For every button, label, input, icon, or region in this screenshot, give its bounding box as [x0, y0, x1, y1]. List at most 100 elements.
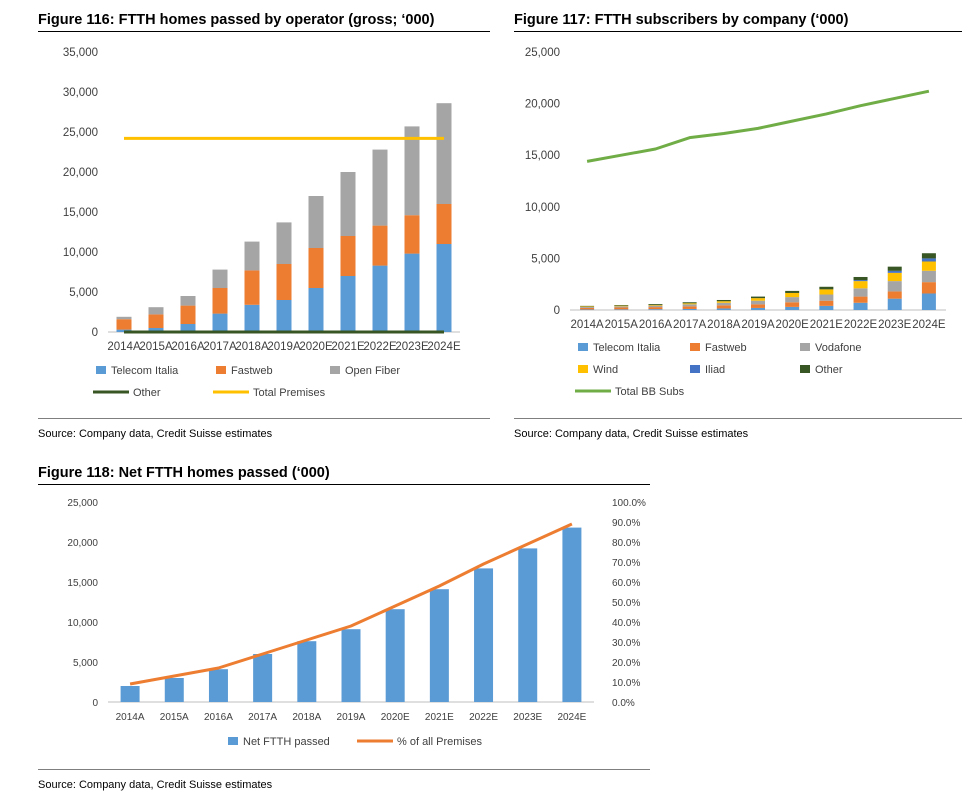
bar-fastweb: [580, 307, 595, 310]
bar-vodafone: [751, 300, 765, 305]
y-tick-label: 0: [92, 327, 98, 339]
bar-other: [785, 290, 800, 293]
bar-open-fiber: [244, 241, 260, 271]
bar-wind: [887, 272, 902, 282]
bar-open-fiber: [148, 307, 164, 315]
y-tick-label: 30,000: [63, 87, 98, 99]
y2-tick-label: 30.0%: [612, 638, 640, 649]
y-tick-label: 15,000: [63, 207, 98, 219]
figure-116-title-rule: [38, 31, 490, 32]
bar-telecom-italia: [180, 324, 196, 332]
bar-open-fiber: [340, 172, 356, 236]
x-tick-label: 2024E: [912, 319, 946, 331]
x-tick-label: 2018A: [707, 319, 741, 331]
legend-label-telecom-italia: Telecom Italia: [111, 365, 179, 377]
legend-label-vodafone: Vodafone: [815, 342, 862, 354]
bar-fastweb: [276, 264, 292, 300]
bar-wind: [716, 301, 731, 303]
bar-open-fiber: [180, 296, 196, 306]
x-tick-label: 2016A: [639, 319, 673, 331]
bar-net-ftth-passed: [429, 589, 449, 702]
x-tick-label: 2022E: [469, 712, 498, 723]
y-tick-label: 10,000: [67, 618, 98, 629]
x-tick-label: 2023E: [878, 319, 912, 331]
y2-tick-label: 20.0%: [612, 658, 640, 669]
bar-fastweb: [308, 248, 324, 288]
legend-label-other: Other: [133, 387, 161, 399]
x-tick-label: 2020E: [381, 712, 410, 723]
bar-vodafone: [716, 302, 731, 306]
bar-open-fiber: [308, 196, 324, 248]
bar-wind: [921, 261, 936, 271]
bar-open-fiber: [116, 316, 132, 320]
bar-wind: [682, 303, 697, 305]
y-tick-label: 25,000: [67, 498, 98, 509]
bar-telecom-italia: [212, 313, 228, 332]
bar-wind: [853, 281, 868, 289]
bar-vodafone: [614, 306, 629, 308]
bar-telecom-italia: [819, 305, 834, 310]
x-tick-label: 2014A: [107, 341, 141, 353]
bar-net-ftth-passed: [341, 629, 361, 702]
bar-fastweb: [116, 319, 132, 330]
legend-swatch-vodafone: [800, 343, 810, 351]
y-tick-label: 5,000: [69, 287, 98, 299]
x-tick-label: 2023E: [513, 712, 542, 723]
legend-label-net-ftth-passed: Net FTTH passed: [243, 736, 330, 748]
x-tick-label: 2018A: [292, 712, 321, 723]
bar-wind: [785, 292, 800, 298]
bar-telecom-italia: [716, 308, 731, 310]
x-tick-label: 2020E: [299, 341, 333, 353]
figure-116-bottom-rule: [38, 418, 490, 419]
x-tick-label: 2023E: [395, 341, 429, 353]
bar-fastweb: [436, 204, 452, 244]
bar-telecom-italia: [340, 276, 356, 332]
bar-fastweb: [372, 225, 388, 266]
x-tick-label: 2021E: [810, 319, 844, 331]
x-tick-label: 2017A: [248, 712, 277, 723]
figure-117-title-rule: [514, 31, 962, 32]
bar-telecom-italia: [148, 328, 164, 332]
y2-tick-label: 70.0%: [612, 558, 640, 569]
figure-117-bottom-rule: [514, 418, 962, 419]
bar-net-ftth-passed: [385, 609, 405, 702]
bar-other: [614, 305, 629, 306]
bar-telecom-italia: [404, 253, 420, 332]
bar-telecom-italia: [648, 309, 663, 310]
bar-telecom-italia: [921, 293, 936, 310]
y2-tick-label: 0.0%: [612, 698, 635, 709]
y-tick-label: 10,000: [63, 247, 98, 259]
bar-wind: [580, 306, 595, 307]
bar-telecom-italia: [308, 288, 324, 332]
bar-fastweb: [340, 236, 356, 276]
bar-telecom-italia: [436, 244, 452, 332]
bar-telecom-italia: [276, 300, 292, 332]
legend-label-wind: Wind: [593, 364, 618, 376]
bar-telecom-italia: [785, 306, 800, 310]
figure-117-title: Figure 117: FTTH subscribers by company …: [514, 12, 849, 28]
bar-open-fiber: [212, 269, 228, 288]
bar-open-fiber: [436, 103, 452, 204]
x-tick-label: 2014A: [570, 319, 604, 331]
legend-label--of-all-premises: % of all Premises: [397, 736, 482, 748]
x-tick-label: 2015A: [160, 712, 189, 723]
bar-fastweb: [819, 300, 834, 306]
bar-fastweb: [614, 307, 629, 310]
bar-net-ftth-passed: [474, 568, 494, 702]
x-tick-label: 2021E: [331, 341, 365, 353]
x-tick-label: 2019A: [267, 341, 301, 353]
figure-116-chart: 0 5,000 10,000 15,000 20,000 25,000 30,000 35,0…: [63, 47, 461, 399]
legend-swatch-iliad: [690, 365, 700, 373]
figure-117-source: Source: Company data, Credit Suisse esti…: [514, 428, 749, 440]
bar-fastweb: [887, 291, 902, 299]
x-tick-label: 2016A: [204, 712, 233, 723]
bar-telecom-italia: [887, 298, 902, 310]
bar-other: [887, 266, 902, 271]
bar-telecom-italia: [244, 304, 260, 332]
y2-tick-label: 60.0%: [612, 578, 640, 589]
x-tick-label: 2024E: [557, 712, 586, 723]
y2-tick-label: 50.0%: [612, 598, 640, 609]
y-tick-label: 25,000: [525, 47, 560, 59]
legend-swatch-other: [800, 365, 810, 373]
x-tick-label: 2024E: [427, 341, 461, 353]
